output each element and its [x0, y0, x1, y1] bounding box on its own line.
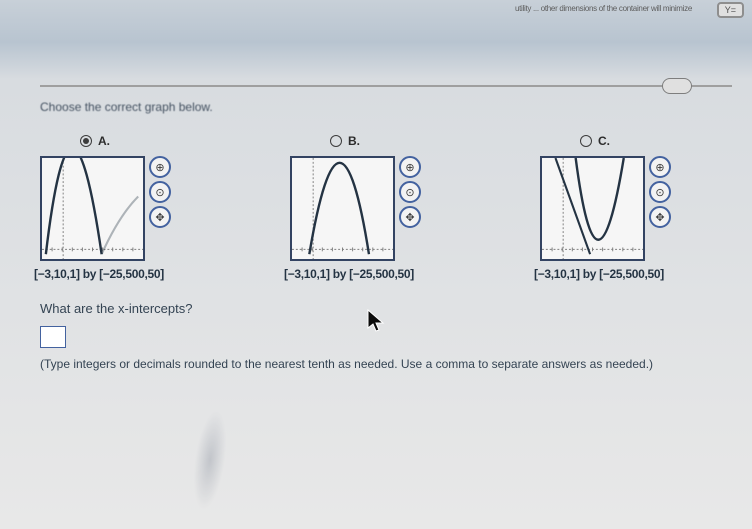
graph-C[interactable] [540, 156, 645, 261]
zoom-in-icon[interactable]: ⊕ [649, 156, 671, 178]
option-A: A. ⊕ ⊙ ✥ [−3,10,1] by [−25,500,50] [40, 134, 210, 281]
x-intercepts-question: What are the x-intercepts? [40, 301, 742, 316]
answer-instruction: (Type integers or decimals rounded to th… [40, 357, 742, 371]
option-B: B. ⊕ ⊙ ✥ [−3,10,1] by [−25,500,50] [290, 134, 460, 281]
range-label-B: [−3,10,1] by [−25,500,50] [284, 267, 460, 281]
photo-artifact [188, 408, 232, 511]
header-fragment: utility ... other dimensions of the cont… [515, 4, 692, 13]
graph-A[interactable] [40, 156, 145, 261]
choose-graph-prompt: Choose the correct graph below. [40, 100, 742, 114]
slider-handle[interactable] [662, 78, 692, 94]
radio-B[interactable] [330, 135, 342, 147]
answer-input[interactable] [40, 326, 66, 348]
radio-A[interactable] [80, 135, 92, 147]
option-label: C. [598, 134, 610, 148]
option-label: A. [98, 134, 110, 148]
move-icon[interactable]: ✥ [149, 206, 171, 228]
zoom-in-icon[interactable]: ⊕ [399, 156, 421, 178]
zoom-icon[interactable]: ⊙ [399, 181, 421, 203]
option-C: C. ⊕ ⊙ ✥ [−3,10,1] by [−25,500,50] [540, 134, 710, 281]
graph-B[interactable] [290, 156, 395, 261]
question-content: Choose the correct graph below. A. ⊕ ⊙ ✥… [40, 100, 742, 371]
zoom-icon[interactable]: ⊙ [149, 181, 171, 203]
move-icon[interactable]: ✥ [649, 206, 671, 228]
move-icon[interactable]: ✥ [399, 206, 421, 228]
radio-C[interactable] [580, 135, 592, 147]
option-label: B. [348, 134, 360, 148]
divider [40, 85, 732, 87]
range-label-A: [−3,10,1] by [−25,500,50] [34, 267, 210, 281]
zoom-icon[interactable]: ⊙ [649, 181, 671, 203]
zoom-in-icon[interactable]: ⊕ [149, 156, 171, 178]
y-equals-button[interactable]: Y= [717, 2, 744, 18]
options-row: A. ⊕ ⊙ ✥ [−3,10,1] by [−25,500,50] B. [40, 134, 742, 281]
range-label-C: [−3,10,1] by [−25,500,50] [534, 267, 710, 281]
